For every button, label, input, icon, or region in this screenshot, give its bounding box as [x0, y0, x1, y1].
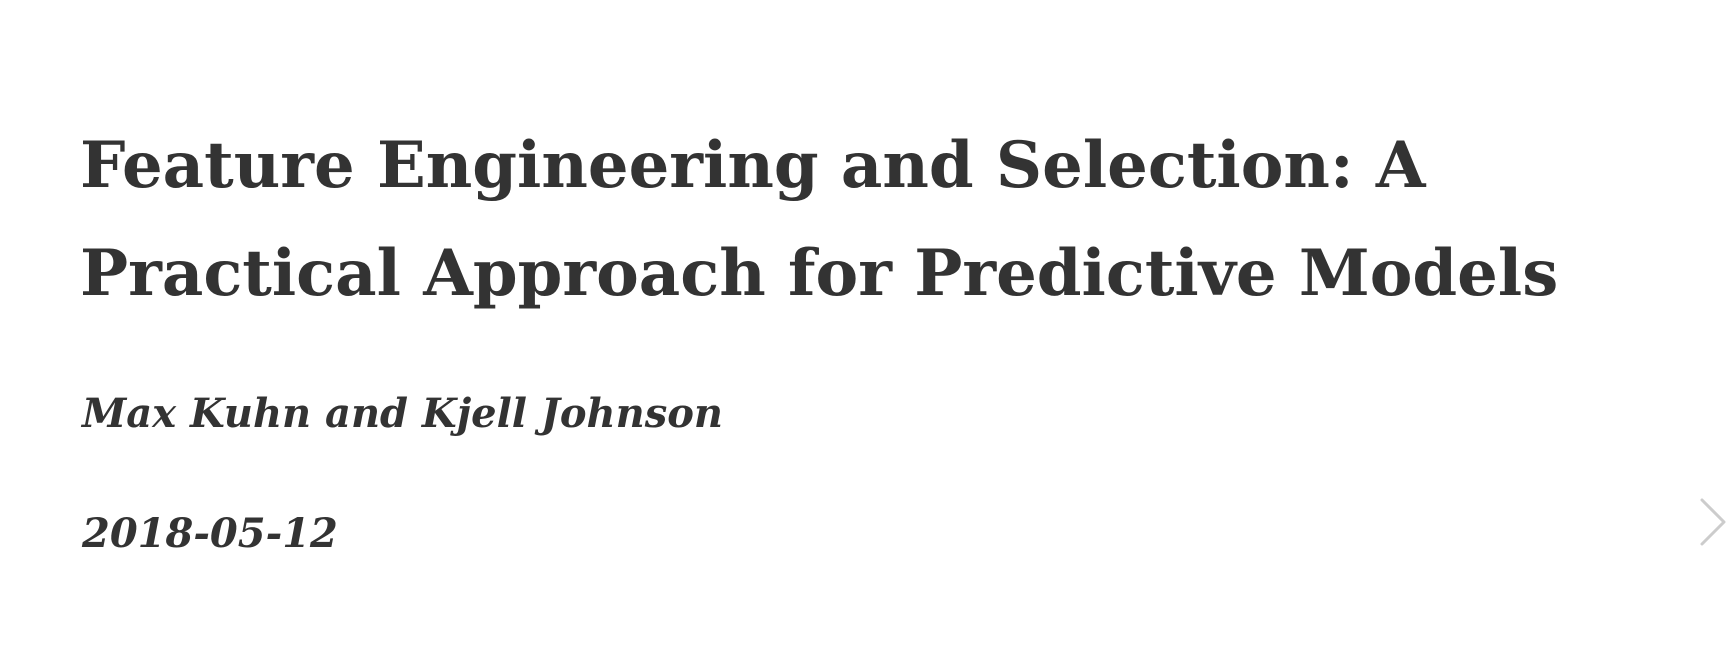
next-page-button[interactable]	[1694, 494, 1730, 550]
book-title: Feature Engineering and Selection: A Pra…	[80, 128, 1559, 311]
book-authors: Max Kuhn and Kjell Johnson	[82, 390, 723, 437]
chevron-right-icon	[1700, 498, 1726, 546]
publication-date: 2018-05-12	[82, 510, 338, 557]
